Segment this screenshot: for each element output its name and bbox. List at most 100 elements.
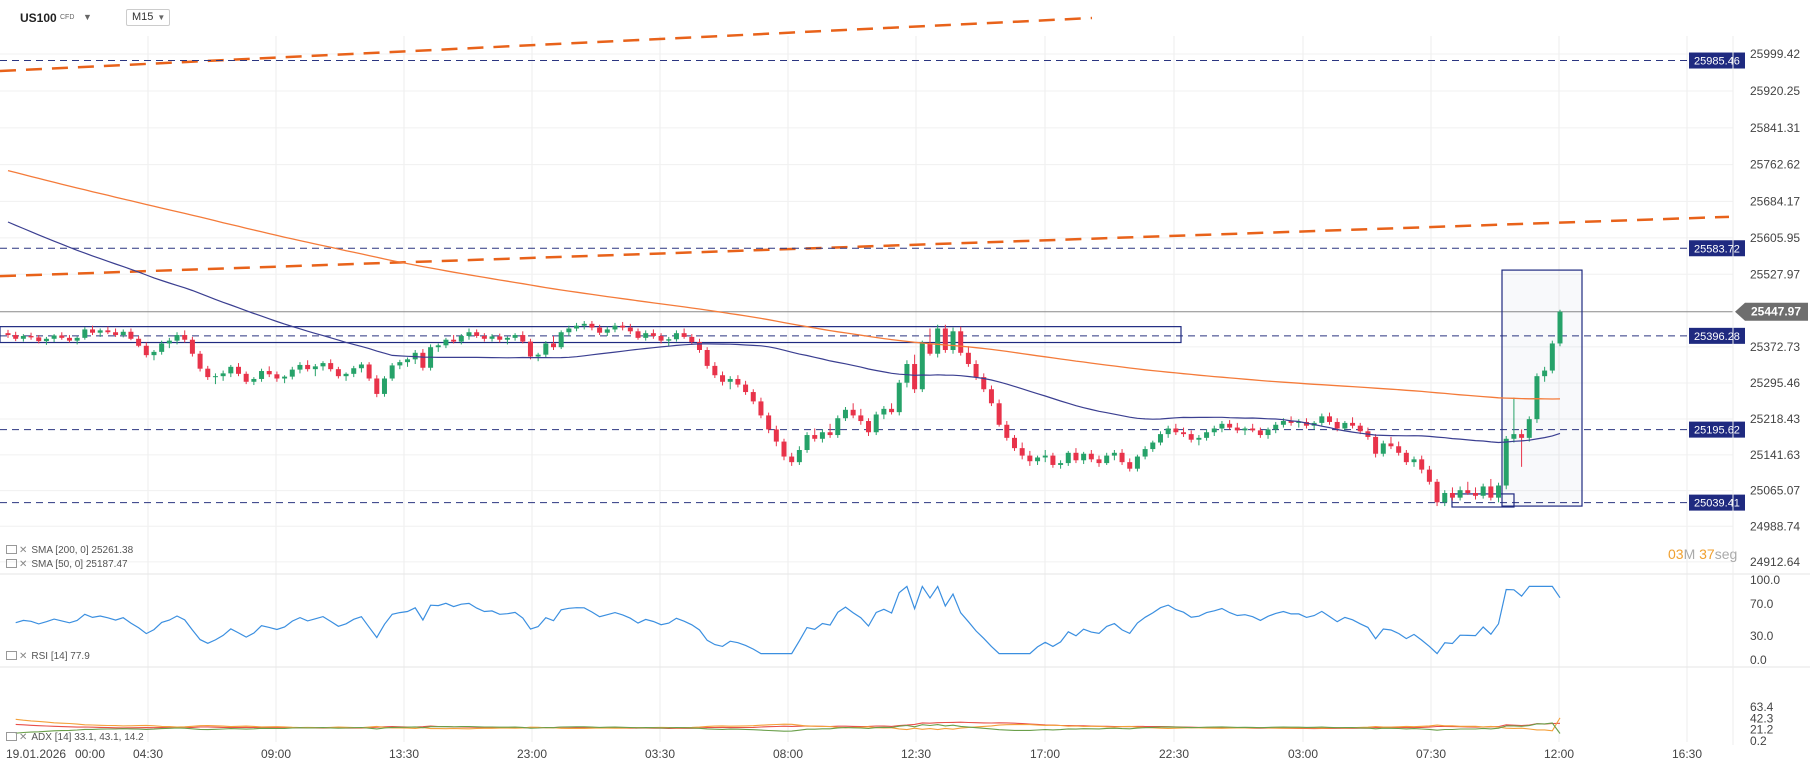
candle-body <box>28 335 34 338</box>
candle-body <box>1465 490 1471 493</box>
candle-body <box>1011 437 1017 449</box>
breakout-box <box>1501 269 1583 507</box>
candle-body <box>66 337 72 341</box>
candle-body <box>1019 448 1025 456</box>
settings-icon[interactable] <box>6 559 17 568</box>
close-icon[interactable]: ✕ <box>19 545 28 556</box>
candle-body <box>566 328 572 333</box>
candle-body <box>1319 416 1325 423</box>
candle-body <box>328 363 334 370</box>
candle-body <box>750 392 756 402</box>
candle-body <box>904 364 910 383</box>
candle-body <box>405 359 411 363</box>
candle-body <box>36 337 42 342</box>
adx-tick-label: 21.2 <box>1750 723 1774 737</box>
adx-tick-label: 42.3 <box>1750 711 1774 725</box>
candle-body <box>1234 427 1240 431</box>
legend-sma200[interactable]: ✕ SMA [200, 0] 25261.38 <box>6 545 133 556</box>
candle-body <box>866 421 872 433</box>
candle-body <box>1496 485 1502 498</box>
candle-body <box>804 435 810 450</box>
y-tick-label: 25141.63 <box>1750 448 1800 462</box>
candle-body <box>773 429 779 442</box>
candle-body <box>243 373 249 382</box>
candle-body <box>558 332 564 348</box>
candle-body <box>1503 438 1509 486</box>
candle-body <box>1219 423 1225 429</box>
candle-body <box>666 339 672 341</box>
candle-body <box>97 330 103 333</box>
candle-body <box>796 449 802 463</box>
x-tick-label: 09:00 <box>261 747 291 761</box>
candle-body <box>343 373 349 377</box>
rsi-tick-label: 100.0 <box>1750 573 1780 587</box>
candle-body <box>1027 455 1033 462</box>
candle-body <box>1058 463 1064 465</box>
candle-body <box>174 335 180 341</box>
close-icon[interactable]: ✕ <box>19 651 28 662</box>
level-tag <box>1689 52 1745 69</box>
candle-body <box>151 351 157 356</box>
candle-body <box>1380 443 1386 454</box>
candle-body <box>512 335 518 338</box>
candle-body <box>919 343 925 390</box>
candle-body <box>1111 452 1117 456</box>
candle-body <box>1334 421 1340 429</box>
countdown-seg: seg <box>1714 546 1738 562</box>
candle-body <box>1104 455 1110 464</box>
candle-body <box>1119 452 1125 463</box>
candle-body <box>1242 428 1248 431</box>
y-tick-label: 25295.46 <box>1750 376 1800 390</box>
candle-body <box>543 343 549 355</box>
candle-body <box>627 327 633 332</box>
symbol-selector[interactable]: US100 <box>20 11 57 25</box>
chevron-down-icon[interactable]: ▼ <box>83 12 92 22</box>
legend-rsi-label: RSI [14] 77.9 <box>31 651 90 662</box>
close-icon[interactable]: ✕ <box>19 559 28 570</box>
candle-body <box>551 343 557 348</box>
y-tick-label: 24988.74 <box>1750 519 1800 533</box>
indicator-lines <box>7 169 1561 444</box>
legend-sma50[interactable]: ✕ SMA [50, 0] 25187.47 <box>6 559 128 570</box>
candle-body <box>835 418 841 436</box>
settings-icon[interactable] <box>6 651 17 660</box>
x-tick-label: 13:30 <box>389 747 419 761</box>
candle-body <box>643 333 649 338</box>
candle-body <box>1096 459 1102 464</box>
candle-body <box>1388 443 1394 447</box>
candle-body <box>143 345 149 356</box>
candle-body <box>443 339 449 346</box>
settings-icon[interactable] <box>6 545 17 554</box>
candle-body <box>351 368 357 374</box>
candle-body <box>74 337 80 341</box>
chevron-down-icon: ▼ <box>157 13 166 22</box>
candle-body <box>574 325 580 329</box>
candle-body <box>1042 455 1048 458</box>
candle-body <box>781 441 787 457</box>
legend-rsi[interactable]: ✕ RSI [14] 77.9 <box>6 651 90 662</box>
candle-body <box>1050 455 1056 465</box>
candle-body <box>335 369 341 377</box>
candle-body <box>381 378 387 394</box>
candle-body <box>1227 423 1233 428</box>
timeframe-selector[interactable]: M15 ▼ <box>126 9 171 26</box>
legend-adx[interactable]: ✕ ADX [14] 33.1, 43.1, 14.2 <box>6 732 144 743</box>
x-tick-label: 03:30 <box>645 747 675 761</box>
candle-body <box>1165 428 1171 435</box>
candle-body <box>950 331 956 350</box>
candle-body <box>850 409 856 416</box>
level-tag <box>1689 327 1745 344</box>
level-tag-label: 25583.72 <box>1694 243 1740 255</box>
settings-icon[interactable] <box>6 732 17 741</box>
candle-body <box>1273 424 1279 430</box>
candle-body <box>282 376 288 379</box>
y-tick-label: 25841.31 <box>1750 121 1800 135</box>
candle-body <box>1403 452 1409 463</box>
candle-body <box>620 325 626 328</box>
candle-body <box>82 329 88 338</box>
candle-body <box>1488 486 1494 498</box>
candle-body <box>1204 432 1210 438</box>
close-icon[interactable]: ✕ <box>19 732 28 743</box>
candle-body <box>189 339 195 354</box>
